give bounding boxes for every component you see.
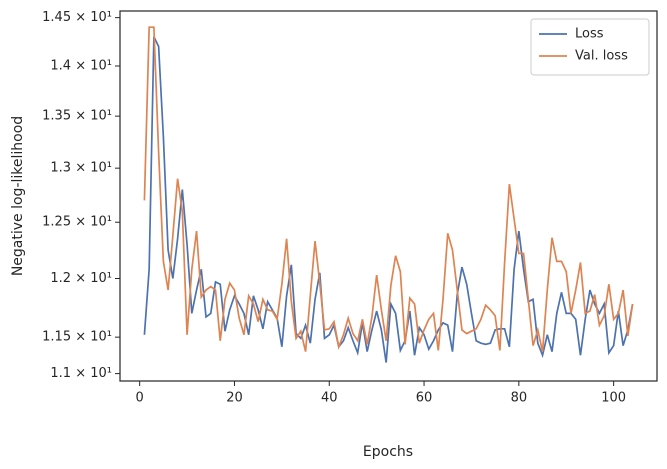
legend-box (530, 18, 650, 76)
x-tick-label: 80 (511, 391, 528, 406)
y-tick-label: 1.45 × 10¹ (42, 10, 112, 25)
legend-label: Loss (575, 27, 604, 42)
x-tick-label: 60 (416, 391, 433, 406)
y-tick-label: 1.35 × 10¹ (42, 109, 112, 124)
y-tick-label: 1.25 × 10¹ (42, 215, 112, 230)
plot-frame (119, 10, 658, 382)
line-series (143, 26, 634, 352)
y-axis-label: Negative log-likelihood (10, 116, 26, 276)
y-tick-label: 1.1 × 10¹ (50, 366, 112, 381)
x-axis-label: Epochs (363, 444, 413, 460)
y-tick-label: 1.2 × 10¹ (50, 271, 112, 286)
y-tick-label: 1.15 × 10¹ (42, 330, 112, 345)
y-tick-label: 1.4 × 10¹ (50, 59, 112, 74)
line-series (143, 36, 634, 363)
x-tick-label: 0 (136, 391, 144, 406)
legend-label: Val. loss (575, 49, 628, 64)
x-tick-label: 100 (601, 391, 626, 406)
x-tick-label: 20 (226, 391, 243, 406)
y-tick-label: 1.3 × 10¹ (50, 161, 112, 176)
x-tick-label: 40 (321, 391, 338, 406)
